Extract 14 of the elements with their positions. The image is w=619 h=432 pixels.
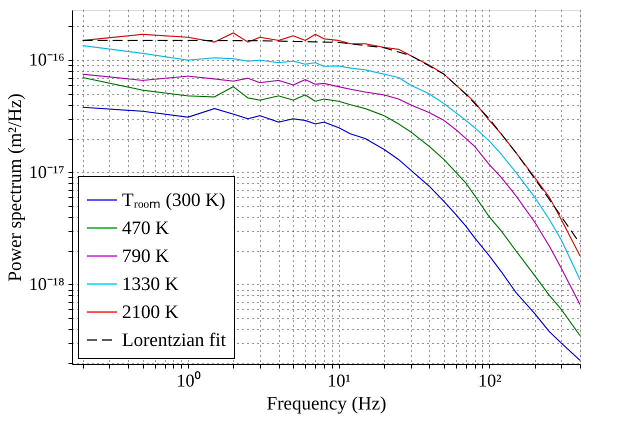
legend-label: 1330 K [122,274,179,295]
x-tick-label: 10² [478,370,502,390]
x-axis-title: Frequency (Hz) [266,394,386,414]
x-tick-label: 10⁰ [176,370,200,390]
y-tick-label: 10⁻¹⁷ [28,162,64,182]
legend-label: 2100 K [122,302,179,323]
y-axis-title: Power spectrum (m²/Hz) [4,93,26,282]
legend-label: 470 K [122,218,170,239]
legend-label: Tᵣₒₒₘ (300 K) [122,190,226,211]
x-tick-label: 10¹ [327,370,351,390]
legend-label: Lorentzian fit [122,330,227,351]
y-tick-label: 10⁻¹⁸ [28,274,64,294]
y-tick-label: 10⁻¹⁶ [28,50,64,70]
legend-label: 790 K [122,246,170,267]
